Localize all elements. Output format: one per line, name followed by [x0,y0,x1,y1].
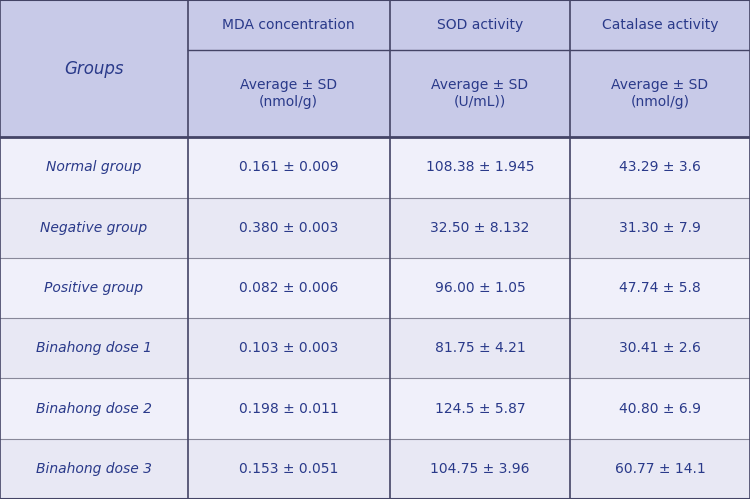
Text: 47.74 ± 5.8: 47.74 ± 5.8 [620,281,701,295]
Text: 0.103 ± 0.003: 0.103 ± 0.003 [239,341,338,355]
Text: Average ± SD
(nmol/g): Average ± SD (nmol/g) [240,78,338,109]
Text: Binahong dose 3: Binahong dose 3 [36,462,152,476]
Bar [390,378,570,439]
Bar [0,137,750,198]
Text: 124.5 ± 5.87: 124.5 ± 5.87 [435,402,525,416]
Bar [188,439,390,499]
Text: 40.80 ± 6.9: 40.80 ± 6.9 [619,402,701,416]
Bar [0,439,750,499]
Text: 104.75 ± 3.96: 104.75 ± 3.96 [430,462,530,476]
Text: Normal group: Normal group [46,160,142,174]
Text: 0.082 ± 0.006: 0.082 ± 0.006 [239,281,338,295]
Text: Binahong dose 2: Binahong dose 2 [36,402,152,416]
Text: SOD activity: SOD activity [436,18,524,32]
Text: Positive group: Positive group [44,281,143,295]
Bar [0,439,188,499]
Text: 0.198 ± 0.011: 0.198 ± 0.011 [238,402,339,416]
Text: 108.38 ± 1.945: 108.38 ± 1.945 [426,160,534,174]
Bar [0,258,750,318]
Text: 81.75 ± 4.21: 81.75 ± 4.21 [435,341,525,355]
Bar [188,0,390,50]
Bar [0,0,750,50]
Bar [390,137,570,198]
Bar [0,318,188,378]
Bar [0,378,750,439]
Bar [390,198,570,258]
Bar [0,318,750,378]
Bar [570,318,750,378]
Bar [188,258,390,318]
Text: 32.50 ± 8.132: 32.50 ± 8.132 [430,221,530,235]
Bar [0,50,750,137]
Text: 0.161 ± 0.009: 0.161 ± 0.009 [239,160,338,174]
Text: 0.153 ± 0.051: 0.153 ± 0.051 [239,462,338,476]
Bar [570,0,750,50]
Text: Binahong dose 1: Binahong dose 1 [36,341,152,355]
Text: Average ± SD
(U/mL)): Average ± SD (U/mL)) [431,78,529,109]
Bar [390,439,570,499]
Text: Average ± SD
(nmol/g): Average ± SD (nmol/g) [611,78,709,109]
Bar [0,137,188,198]
Text: 0.380 ± 0.003: 0.380 ± 0.003 [239,221,338,235]
Text: 96.00 ± 1.05: 96.00 ± 1.05 [435,281,525,295]
Bar [188,198,390,258]
Bar [390,318,570,378]
Bar [390,258,570,318]
Bar [570,439,750,499]
Bar [570,50,750,137]
Text: MDA concentration: MDA concentration [223,18,355,32]
Bar [570,137,750,198]
Bar [0,198,188,258]
Bar [570,258,750,318]
Bar [0,258,188,318]
Text: 60.77 ± 14.1: 60.77 ± 14.1 [615,462,705,476]
Text: 43.29 ± 3.6: 43.29 ± 3.6 [619,160,701,174]
Bar [390,50,570,137]
Bar [188,50,390,137]
Bar [0,198,750,258]
Bar [188,318,390,378]
Text: 31.30 ± 7.9: 31.30 ± 7.9 [619,221,701,235]
Bar [570,378,750,439]
Bar [390,0,570,50]
Bar [570,198,750,258]
Text: Groups: Groups [64,59,124,78]
Bar [0,378,188,439]
Bar [188,137,390,198]
Text: Negative group: Negative group [40,221,147,235]
Bar [188,378,390,439]
Text: Catalase activity: Catalase activity [602,18,718,32]
Bar [0,0,188,137]
Text: 30.41 ± 2.6: 30.41 ± 2.6 [619,341,701,355]
